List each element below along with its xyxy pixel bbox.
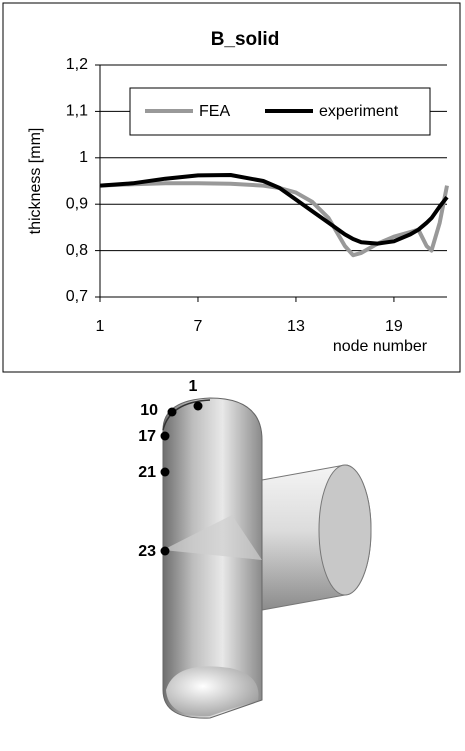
pipe-opening xyxy=(166,666,258,716)
node-marker xyxy=(194,402,203,411)
legend-label: experiment xyxy=(319,103,399,120)
x-tick-label: 1 xyxy=(96,318,105,335)
y-axis-label: thickness [mm] xyxy=(27,128,44,235)
node-marker xyxy=(168,408,177,417)
node-label: 10 xyxy=(140,402,158,419)
figure: B_solid thickness [mm] node number 0,7 0,… xyxy=(0,0,465,746)
y-tick-label: 0,7 xyxy=(66,288,88,305)
node-label: 21 xyxy=(138,464,156,481)
x-tick-label: 7 xyxy=(194,318,203,335)
node-marker xyxy=(161,468,170,477)
y-tick-label: 1,1 xyxy=(66,103,88,120)
legend-label: FEA xyxy=(199,103,230,120)
model-rendering xyxy=(163,398,371,718)
x-axis-label: node number xyxy=(333,338,428,355)
node-label: 17 xyxy=(138,428,156,445)
node-label: 23 xyxy=(138,543,156,560)
branch-end xyxy=(319,465,371,595)
node-label: 1 xyxy=(189,378,198,395)
y-tick-label: 1 xyxy=(79,149,88,166)
x-tick-label: 13 xyxy=(287,318,305,335)
node-marker xyxy=(161,432,170,441)
chart-title: B_solid xyxy=(211,29,280,50)
y-tick-label: 0,8 xyxy=(66,242,88,259)
y-tick-label: 0,9 xyxy=(66,195,88,212)
legend: FEA experiment xyxy=(130,88,430,135)
y-tick-label: 1,2 xyxy=(66,56,88,73)
x-tick-label: 19 xyxy=(385,318,403,335)
node-marker xyxy=(161,547,170,556)
